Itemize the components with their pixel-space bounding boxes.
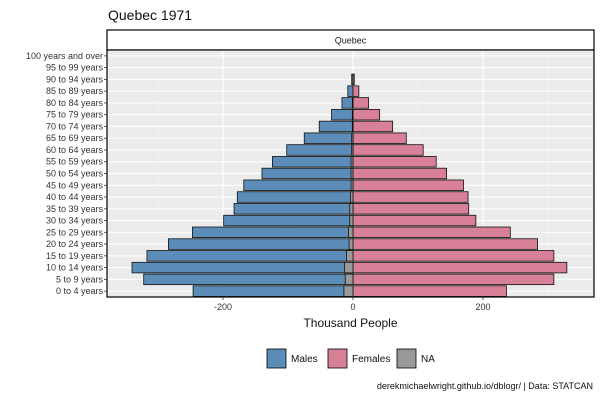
bar-females-30-to-34-years: [352, 214, 477, 227]
bar-females-65-to-69-years: [352, 132, 407, 144]
legend: Males Females NA: [266, 348, 435, 369]
bar-females-80-to-84-years: [352, 97, 370, 109]
bar-females-60-to-64-years: [352, 144, 424, 156]
chart-title: Quebec 1971: [108, 7, 192, 23]
bar-males-0-to-4-years: [192, 285, 354, 297]
bar-females-25-to-29-years: [352, 226, 511, 239]
y-tick-label: 65 to 69 years: [46, 133, 104, 143]
bar-na-25-to-29-years: [348, 226, 354, 239]
bar-females-55-to-59-years: [352, 156, 437, 168]
bar-na-15-to-19-years: [346, 250, 354, 262]
bar-na-45-to-49-years: [350, 179, 354, 191]
y-tick-label: 95 to 99 years: [46, 63, 104, 73]
bar-na-50-to-54-years: [350, 167, 354, 180]
bar-males-55-to-59-years: [271, 156, 354, 168]
bar-males-65-to-69-years: [303, 132, 354, 144]
legend-label-males: Males: [291, 354, 318, 365]
bar-na-80-to-84-years: [351, 97, 354, 109]
bars-layer: [131, 73, 568, 297]
bar-males-20-to-24-years: [167, 238, 354, 250]
bar-females-20-to-24-years: [352, 238, 539, 250]
bar-females-45-to-49-years: [352, 179, 464, 191]
bar-females-70-to-74-years: [352, 120, 394, 133]
bar-males-40-to-44-years: [236, 191, 354, 203]
x-axis-ticks: -200 0 200: [214, 297, 491, 312]
y-tick-label: 50 to 54 years: [46, 169, 104, 179]
bar-males-85-to-89-years: [347, 85, 354, 97]
chart-caption: derekmichaelwright.github.io/dblogr/ | D…: [377, 381, 593, 391]
bar-males-30-to-34-years: [223, 214, 354, 227]
bar-males-5-to-9-years: [143, 273, 354, 286]
bar-females-5-to-9-years: [352, 273, 555, 286]
y-tick-label: 0 to 4 years: [56, 286, 104, 296]
bar-males-75-to-79-years: [331, 108, 354, 121]
bar-males-35-to-39-years: [233, 203, 354, 215]
bar-females-90-to-94-years: [352, 73, 355, 86]
bar-males-60-to-64-years: [286, 144, 354, 156]
legend-label-na: NA: [421, 354, 435, 365]
bar-males-15-to-19-years: [146, 250, 354, 262]
bar-na-75-to-79-years: [351, 108, 354, 121]
y-tick-label: 20 to 24 years: [46, 239, 104, 249]
facet-strip-label: Quebec: [335, 36, 367, 46]
y-tick-label: 15 to 19 years: [46, 251, 104, 261]
x-tick-label: 0: [350, 302, 355, 312]
bar-na-60-to-64-years: [351, 144, 354, 156]
bar-females-15-to-19-years: [352, 250, 555, 262]
legend-swatch-females: [327, 348, 348, 369]
bar-females-35-to-39-years: [352, 203, 470, 215]
bar-males-10-to-14-years: [131, 261, 354, 274]
bar-na-10-to-14-years: [344, 261, 354, 274]
y-tick-label: 90 to 94 years: [46, 74, 104, 84]
bar-na-40-to-44-years: [349, 191, 354, 203]
y-tick-label: 25 to 29 years: [46, 227, 104, 237]
y-tick-label: 70 to 74 years: [46, 121, 104, 131]
bar-males-50-to-54-years: [261, 167, 354, 180]
bar-na-0-to-4-years: [343, 285, 354, 297]
y-tick-label: 80 to 84 years: [46, 98, 104, 108]
bar-females-40-to-44-years: [352, 191, 469, 203]
bar-females-50-to-54-years: [352, 167, 447, 180]
x-tick-label: 200: [475, 302, 490, 312]
x-tick-label: -200: [214, 302, 232, 312]
bar-males-80-to-84-years: [341, 97, 354, 109]
bar-males-45-to-49-years: [243, 179, 354, 191]
bar-males-25-to-29-years: [192, 226, 354, 239]
bar-na-55-to-59-years: [350, 156, 354, 168]
y-tick-label: 85 to 89 years: [46, 86, 104, 96]
y-tick-label: 75 to 79 years: [46, 110, 104, 120]
y-tick-label: 5 to 9 years: [56, 274, 104, 284]
bar-na-30-to-34-years: [349, 214, 354, 227]
y-tick-label: 55 to 59 years: [46, 157, 104, 167]
legend-swatch-na: [396, 348, 417, 369]
bar-females-75-to-79-years: [352, 108, 381, 121]
bar-na-20-to-24-years: [348, 238, 354, 250]
legend-label-females: Females: [352, 354, 390, 365]
y-tick-label: 60 to 64 years: [46, 145, 104, 155]
y-tick-label: 10 to 14 years: [46, 263, 104, 273]
bar-na-5-to-9-years: [344, 273, 354, 286]
bar-females-0-to-4-years: [352, 285, 507, 297]
bar-na-65-to-69-years: [351, 132, 354, 144]
bar-females-10-to-14-years: [352, 261, 568, 274]
bar-na-70-to-74-years: [351, 120, 354, 133]
bar-males-70-to-74-years: [318, 120, 354, 133]
y-tick-label: 40 to 44 years: [46, 192, 104, 202]
bar-na-35-to-39-years: [349, 203, 354, 215]
bar-females-85-to-89-years: [352, 85, 360, 97]
x-axis-title: Thousand People: [303, 316, 397, 330]
y-tick-label: 100 years and over: [26, 51, 103, 61]
y-tick-label: 35 to 39 years: [46, 204, 104, 214]
y-tick-label: 30 to 34 years: [46, 216, 104, 226]
y-tick-label: 45 to 49 years: [46, 180, 104, 190]
legend-swatch-males: [266, 348, 287, 369]
